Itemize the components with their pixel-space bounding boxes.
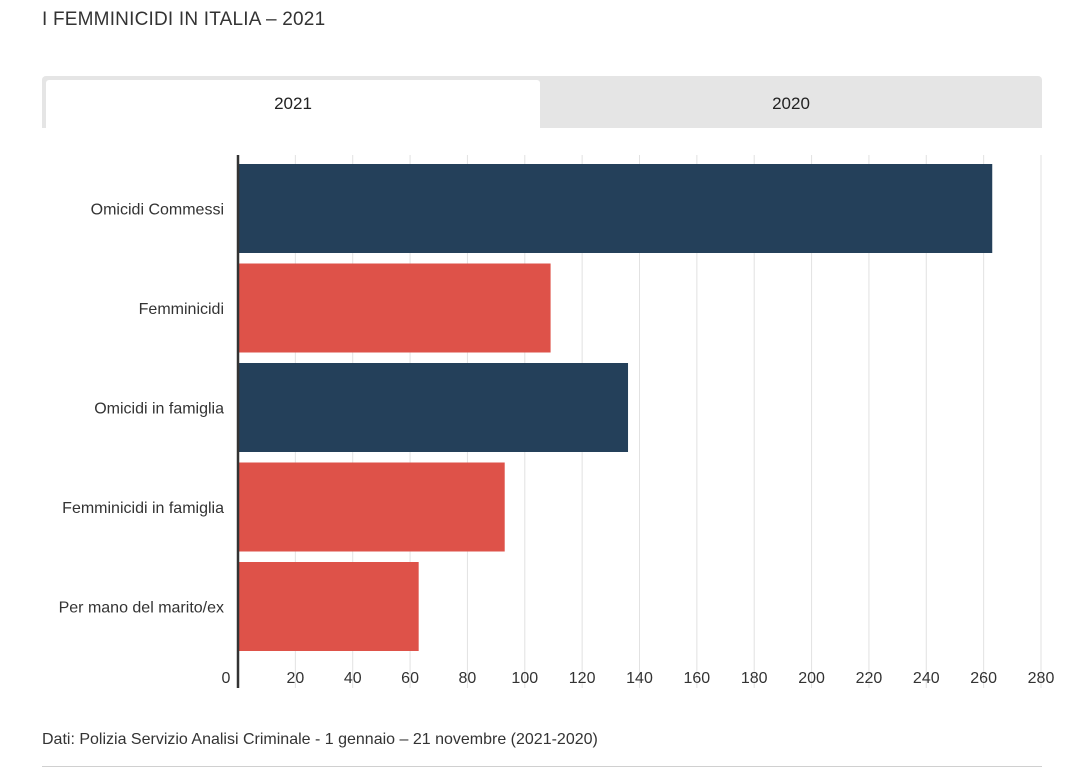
bar-3 — [238, 462, 505, 552]
x-tick-label: 40 — [344, 670, 362, 687]
bar-1 — [238, 263, 551, 353]
x-tick-label: 240 — [913, 670, 940, 687]
x-tick-label: 0 — [222, 670, 231, 687]
x-tick-label: 120 — [569, 670, 596, 687]
x-tick-label: 160 — [684, 670, 711, 687]
category-label: Omicidi Commessi — [91, 202, 224, 219]
year-tabs: 2021 2020 — [42, 76, 1042, 128]
x-tick-label: 20 — [286, 670, 304, 687]
x-tick-label: 180 — [741, 670, 768, 687]
category-label: Femminicidi in famiglia — [62, 500, 224, 517]
chart-title: I FEMMINICIDI IN ITALIA – 2021 — [42, 9, 326, 30]
x-tick-label: 140 — [626, 670, 653, 687]
category-label: Omicidi in famiglia — [94, 401, 224, 418]
tab-2020[interactable]: 2020 — [772, 94, 810, 113]
bar-4 — [238, 562, 419, 651]
x-tick-label: 80 — [459, 670, 477, 687]
x-tick-label: 280 — [1028, 670, 1055, 687]
x-tick-label: 60 — [401, 670, 419, 687]
source-note: Dati: Polizia Servizio Analisi Criminale… — [42, 731, 598, 748]
x-tick-label: 200 — [798, 670, 825, 687]
bar-0 — [238, 164, 993, 253]
footer-divider — [42, 766, 1042, 767]
bar-2 — [238, 363, 629, 452]
x-tick-label: 220 — [856, 670, 883, 687]
category-label: Femminicidi — [139, 301, 224, 318]
x-tick-label: 100 — [511, 670, 538, 687]
category-label: Per mano del marito/ex — [59, 600, 224, 617]
x-tick-label: 260 — [970, 670, 997, 687]
tab-2021[interactable]: 2021 — [46, 80, 540, 128]
